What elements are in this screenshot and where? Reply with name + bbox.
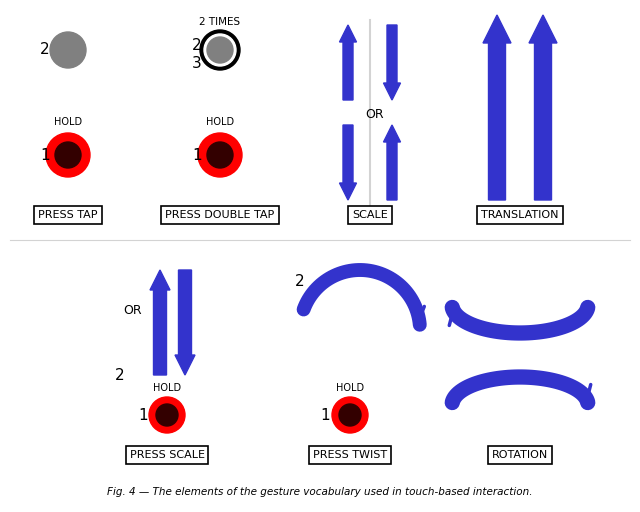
Circle shape — [156, 404, 178, 426]
Text: PRESS TWIST: PRESS TWIST — [313, 450, 387, 460]
Circle shape — [46, 133, 90, 177]
Text: ROTATION: ROTATION — [492, 450, 548, 460]
Circle shape — [55, 142, 81, 168]
Text: HOLD: HOLD — [153, 383, 181, 393]
FancyArrow shape — [383, 25, 401, 100]
FancyArrow shape — [175, 270, 195, 375]
Circle shape — [200, 30, 240, 70]
Text: HOLD: HOLD — [336, 383, 364, 393]
Circle shape — [332, 397, 368, 433]
Text: 2: 2 — [192, 37, 202, 53]
Text: 1: 1 — [40, 147, 50, 162]
FancyArrow shape — [339, 125, 356, 200]
Text: SCALE: SCALE — [352, 210, 388, 220]
Text: OR: OR — [124, 304, 142, 316]
Text: PRESS SCALE: PRESS SCALE — [129, 450, 205, 460]
Text: TRANSLATION: TRANSLATION — [481, 210, 559, 220]
FancyArrow shape — [150, 270, 170, 375]
Text: HOLD: HOLD — [206, 117, 234, 127]
Circle shape — [204, 34, 236, 66]
Text: 3: 3 — [192, 55, 202, 71]
Text: 1: 1 — [138, 408, 148, 422]
Text: OR: OR — [365, 109, 384, 121]
FancyArrow shape — [339, 25, 356, 100]
Circle shape — [50, 32, 86, 68]
Text: 2: 2 — [115, 368, 125, 382]
Text: 1: 1 — [192, 147, 202, 162]
Text: 2: 2 — [295, 274, 305, 289]
Text: 1: 1 — [320, 408, 330, 422]
Text: Fig. 4 — The elements of the gesture vocabulary used in touch-based interaction.: Fig. 4 — The elements of the gesture voc… — [108, 487, 532, 497]
Circle shape — [207, 142, 233, 168]
Circle shape — [198, 133, 242, 177]
Text: PRESS DOUBLE TAP: PRESS DOUBLE TAP — [165, 210, 275, 220]
Text: PRESS TAP: PRESS TAP — [38, 210, 98, 220]
Circle shape — [149, 397, 185, 433]
FancyArrow shape — [529, 15, 557, 200]
FancyArrow shape — [383, 125, 401, 200]
FancyArrow shape — [483, 15, 511, 200]
Circle shape — [339, 404, 361, 426]
Circle shape — [207, 37, 233, 63]
Text: 2: 2 — [40, 42, 50, 57]
Text: HOLD: HOLD — [54, 117, 82, 127]
Text: 2 TIMES: 2 TIMES — [200, 17, 241, 27]
